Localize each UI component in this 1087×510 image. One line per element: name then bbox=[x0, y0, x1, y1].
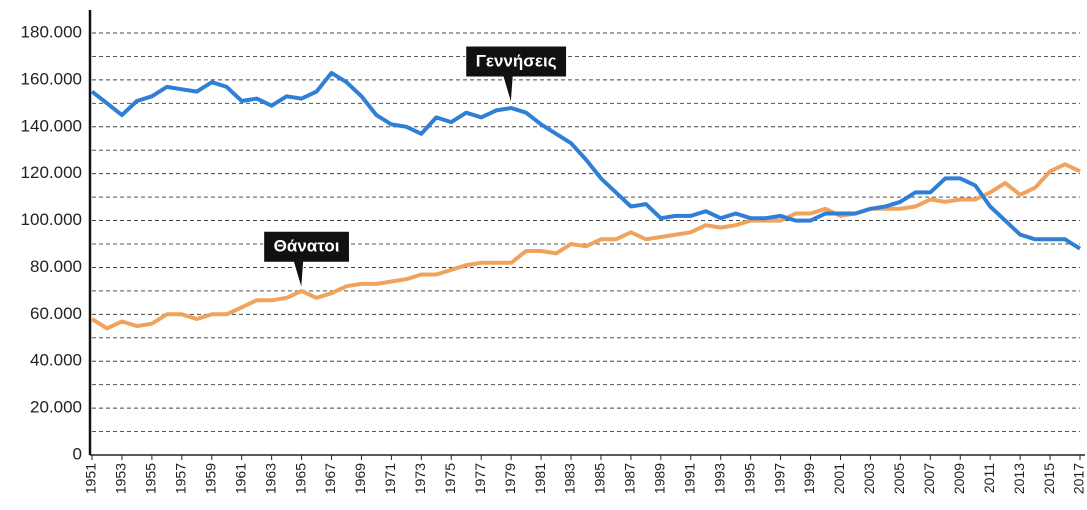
x-tick-label: 1989 bbox=[652, 463, 668, 494]
annotation-label: Γεννήσεις bbox=[476, 52, 557, 71]
annotation-box bbox=[465, 45, 568, 105]
x-tick-label: 1959 bbox=[202, 463, 218, 494]
annotation-label: Θάνατοι bbox=[274, 237, 340, 256]
x-tick-label: 1965 bbox=[292, 463, 308, 494]
x-tick-label: 1993 bbox=[711, 463, 727, 494]
series-line bbox=[90, 70, 1082, 251]
x-tick-label: 1975 bbox=[442, 463, 458, 494]
x-tick-label: 1981 bbox=[532, 463, 548, 494]
x-tick-label: 1957 bbox=[173, 463, 189, 494]
x-tick-label: 1951 bbox=[83, 463, 99, 494]
x-tick-label: 2005 bbox=[891, 463, 907, 494]
y-tick-label: 0 bbox=[73, 444, 82, 463]
x-tick-label: 1969 bbox=[352, 463, 368, 494]
x-tick-label: 1997 bbox=[771, 463, 787, 494]
x-tick-label: 1953 bbox=[113, 463, 129, 494]
x-tick-label: 2013 bbox=[1011, 463, 1027, 494]
x-tick-label: 2007 bbox=[921, 463, 937, 494]
x-tick-label: 2017 bbox=[1071, 463, 1087, 494]
x-tick-label: 1987 bbox=[622, 463, 638, 494]
x-tick-label: 1995 bbox=[741, 463, 757, 494]
x-tick-label: 2003 bbox=[861, 463, 877, 494]
x-tick-label: 1955 bbox=[143, 463, 159, 494]
annotation-box bbox=[263, 230, 350, 290]
x-tick-label: 1977 bbox=[472, 463, 488, 494]
y-tick-label: 100.000 bbox=[21, 210, 82, 229]
y-tick-label: 140.000 bbox=[21, 116, 82, 135]
series-line bbox=[90, 162, 1081, 331]
x-tick-label: 1963 bbox=[262, 463, 278, 494]
x-tick-label: 2015 bbox=[1041, 463, 1057, 494]
x-tick-label: 1961 bbox=[232, 463, 248, 494]
y-tick-label: 60.000 bbox=[30, 304, 82, 323]
x-tick-label: 2011 bbox=[981, 463, 997, 493]
x-tick-label: 1971 bbox=[382, 463, 398, 494]
x-tick-label: 2009 bbox=[951, 463, 967, 494]
y-tick-label: 40.000 bbox=[30, 351, 82, 370]
x-tick-label: 1983 bbox=[562, 463, 578, 494]
x-tick-label: 1973 bbox=[412, 463, 428, 494]
y-tick-label: 20.000 bbox=[30, 398, 82, 417]
x-tick-label: 1967 bbox=[322, 463, 338, 494]
x-tick-label: 1991 bbox=[681, 463, 697, 494]
y-tick-label: 160.000 bbox=[21, 69, 82, 88]
x-tick-label: 1999 bbox=[801, 463, 817, 494]
x-tick-label: 1979 bbox=[502, 463, 518, 494]
y-tick-label: 120.000 bbox=[21, 163, 82, 182]
y-tick-label: 180.000 bbox=[21, 22, 82, 41]
y-tick-label: 80.000 bbox=[30, 257, 82, 276]
x-tick-label: 1985 bbox=[592, 463, 608, 494]
x-tick-label: 2001 bbox=[831, 463, 847, 494]
